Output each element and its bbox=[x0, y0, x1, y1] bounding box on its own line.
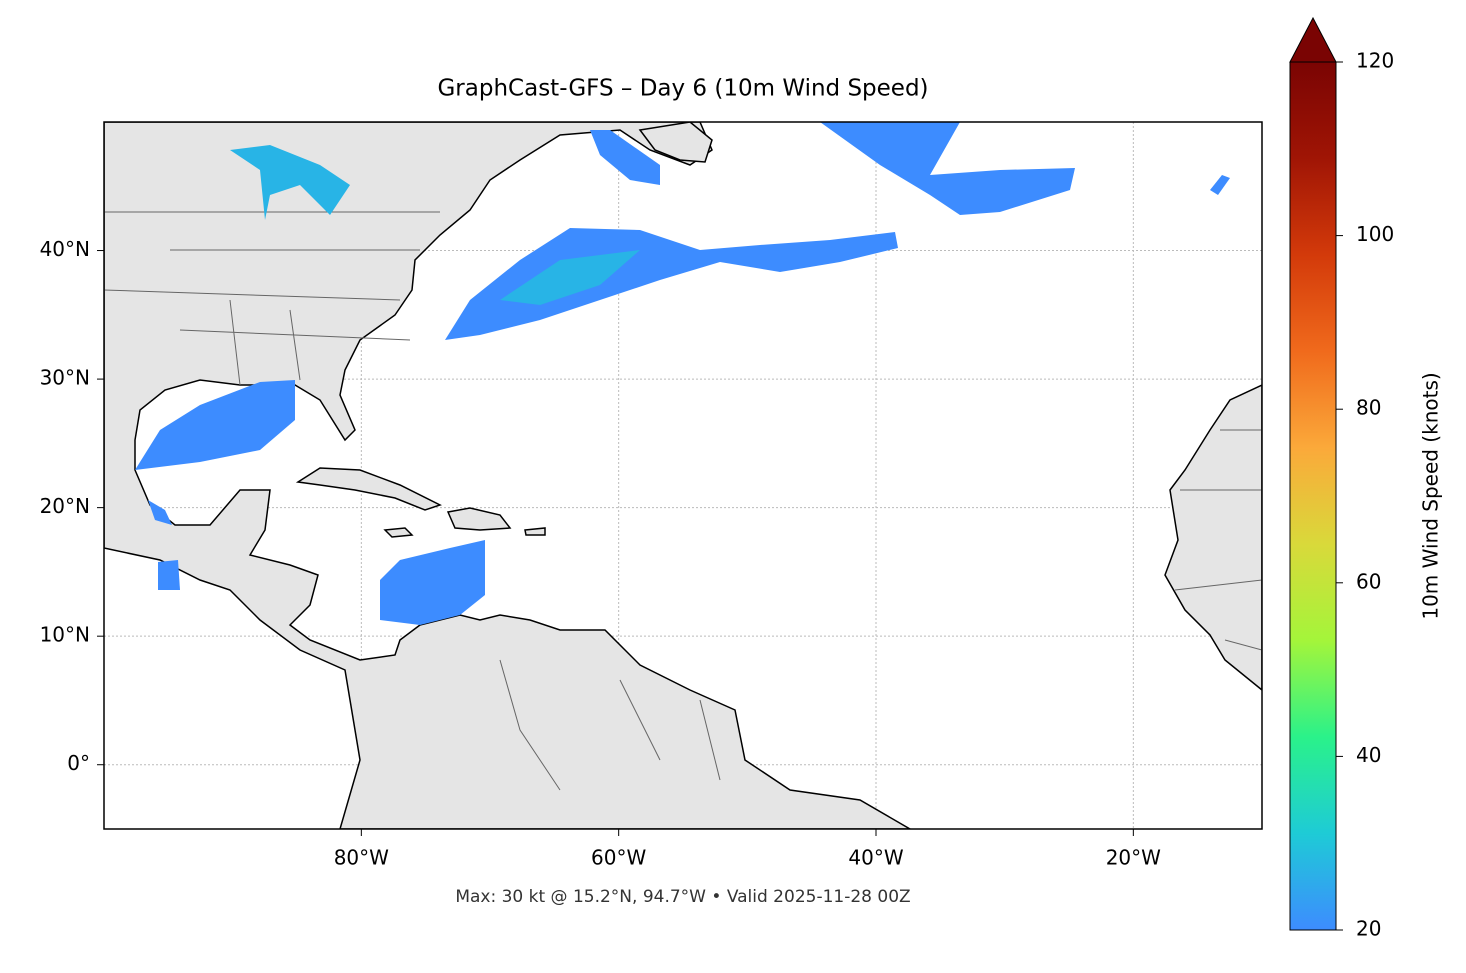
wind-area bbox=[230, 145, 350, 220]
x-tick-label: 40°W bbox=[848, 846, 903, 870]
colorbar-label: 10m Wind Speed (knots) bbox=[1419, 372, 1443, 619]
wind-area bbox=[1210, 175, 1230, 195]
wind-area bbox=[590, 130, 660, 185]
wind-area bbox=[148, 500, 172, 525]
y-tick-label: 0° bbox=[67, 751, 90, 775]
colorbar-tick-label: 100 bbox=[1356, 222, 1394, 246]
x-tick-label: 20°W bbox=[1106, 846, 1161, 870]
americas bbox=[104, 122, 912, 829]
colorbar-tick-label: 120 bbox=[1356, 49, 1394, 73]
chart-title: GraphCast-GFS – Day 6 (10m Wind Speed) bbox=[437, 76, 928, 102]
jamaica bbox=[383, 527, 414, 538]
cuba bbox=[295, 467, 442, 511]
colorbar-tick-label: 40 bbox=[1356, 743, 1381, 767]
y-tick-label: 30°N bbox=[40, 366, 90, 390]
colorbar: 20 40 60 80 100 120 bbox=[1289, 16, 1394, 941]
map-area bbox=[104, 122, 1262, 829]
hispaniola bbox=[446, 507, 512, 531]
footnote: Max: 30 kt @ 15.2°N, 94.7°W • Valid 2025… bbox=[455, 887, 910, 907]
x-tick-label: 60°W bbox=[591, 846, 646, 870]
wind-area bbox=[135, 380, 295, 470]
colorbar-tick-label: 20 bbox=[1356, 917, 1381, 941]
wind-area bbox=[380, 540, 485, 625]
colorbar-tick-label: 80 bbox=[1356, 396, 1381, 420]
y-tick-label: 10°N bbox=[40, 623, 90, 647]
map-frame bbox=[103, 121, 1263, 830]
africa bbox=[1164, 384, 1262, 691]
colorbar-gradient bbox=[1289, 61, 1337, 931]
wind-area bbox=[445, 228, 898, 340]
puerto-rico bbox=[524, 527, 546, 536]
newfoundland bbox=[638, 122, 713, 163]
wind-area bbox=[500, 250, 640, 305]
y-tick-label: 40°N bbox=[40, 237, 90, 261]
y-tick-label: 20°N bbox=[40, 494, 90, 518]
wind-field bbox=[135, 122, 1230, 625]
colorbar-tick-label: 60 bbox=[1356, 569, 1381, 593]
colorbar-extension bbox=[1289, 16, 1337, 63]
x-tick-label: 80°W bbox=[334, 846, 389, 870]
wind-area bbox=[820, 122, 1075, 215]
wind-area bbox=[158, 560, 180, 590]
borders bbox=[104, 211, 1262, 791]
